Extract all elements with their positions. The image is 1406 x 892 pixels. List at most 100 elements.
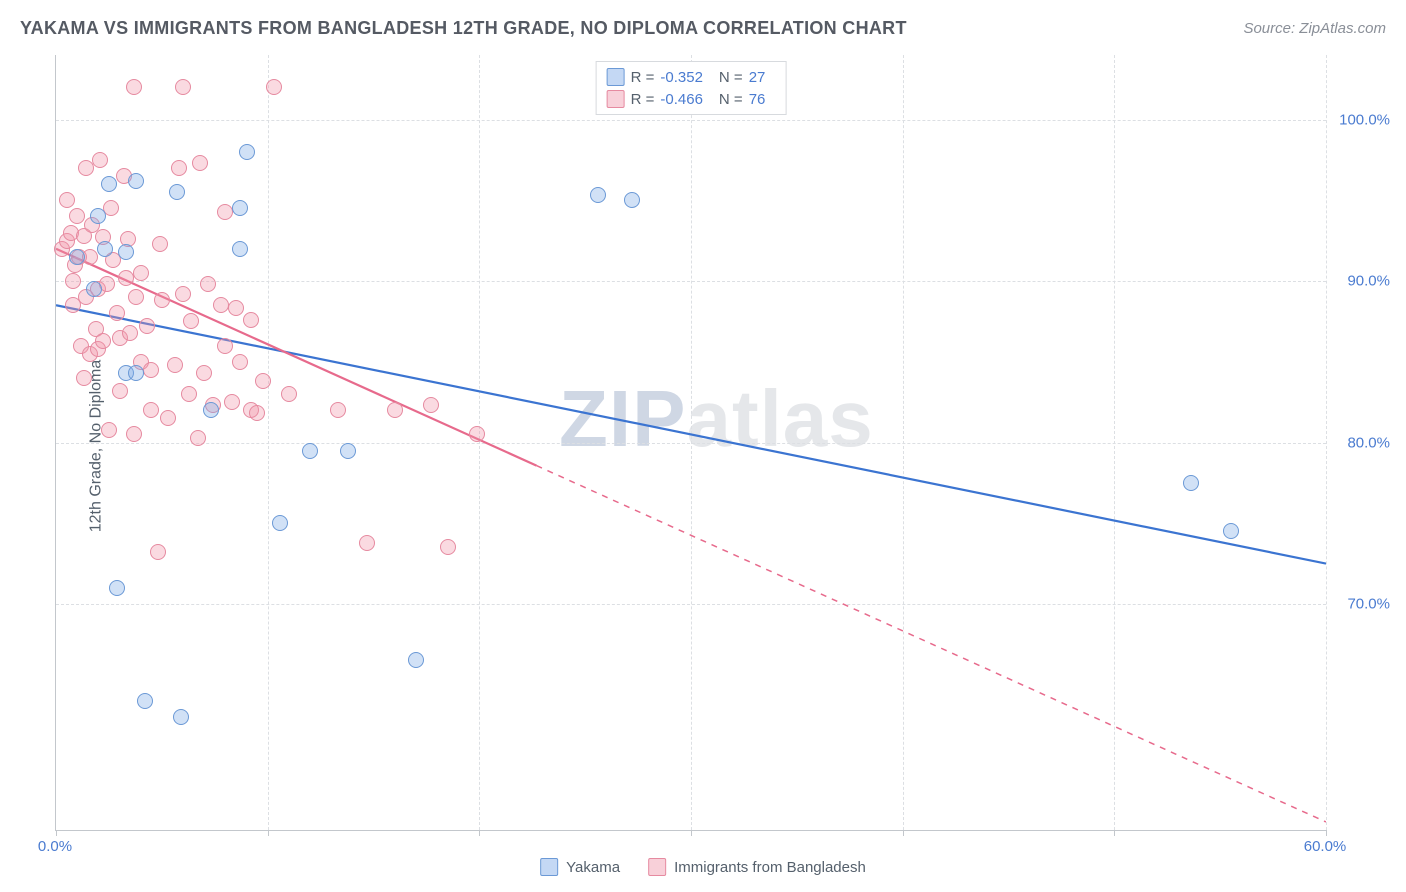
scatter-point-immigrants-from-bangladesh — [469, 426, 485, 442]
scatter-point-immigrants-from-bangladesh — [249, 405, 265, 421]
n-label: N = — [719, 91, 743, 108]
scatter-point-yakama — [169, 184, 185, 200]
scatter-point-immigrants-from-bangladesh — [217, 338, 233, 354]
scatter-point-yakama — [90, 208, 106, 224]
chart-plot-area: ZIPatlas R = -0.352 N = 27 R = -0.466 N … — [55, 55, 1326, 831]
scatter-point-immigrants-from-bangladesh — [128, 289, 144, 305]
scatter-point-immigrants-from-bangladesh — [196, 365, 212, 381]
scatter-point-immigrants-from-bangladesh — [213, 297, 229, 313]
scatter-point-immigrants-from-bangladesh — [101, 422, 117, 438]
scatter-point-yakama — [101, 176, 117, 192]
correlation-legend: R = -0.352 N = 27 R = -0.466 N = 76 — [596, 61, 787, 115]
n-label: N = — [719, 69, 743, 86]
legend-item-bangladesh: Immigrants from Bangladesh — [648, 858, 866, 876]
scatter-point-immigrants-from-bangladesh — [122, 325, 138, 341]
series-legend: Yakama Immigrants from Bangladesh — [540, 858, 866, 876]
y-tick-label: 90.0% — [1347, 273, 1390, 290]
x-tick — [56, 830, 57, 836]
legend-label: Immigrants from Bangladesh — [674, 859, 866, 876]
scatter-point-immigrants-from-bangladesh — [154, 292, 170, 308]
scatter-point-immigrants-from-bangladesh — [78, 160, 94, 176]
watermark: ZIPatlas — [559, 373, 874, 465]
x-tick-label: 0.0% — [38, 838, 72, 855]
scatter-point-immigrants-from-bangladesh — [224, 394, 240, 410]
scatter-point-yakama — [128, 365, 144, 381]
scatter-point-immigrants-from-bangladesh — [232, 354, 248, 370]
scatter-point-immigrants-from-bangladesh — [59, 192, 75, 208]
r-label: R = — [631, 69, 655, 86]
legend-item-yakama: Yakama — [540, 858, 620, 876]
scatter-point-immigrants-from-bangladesh — [423, 397, 439, 413]
scatter-point-immigrants-from-bangladesh — [255, 373, 271, 389]
scatter-point-immigrants-from-bangladesh — [76, 370, 92, 386]
swatch-blue — [607, 68, 625, 86]
y-tick-label: 100.0% — [1339, 111, 1390, 128]
source-attribution: Source: ZipAtlas.com — [1243, 20, 1386, 37]
scatter-point-immigrants-from-bangladesh — [112, 383, 128, 399]
scatter-point-immigrants-from-bangladesh — [143, 402, 159, 418]
gridline-vertical — [1326, 55, 1327, 830]
scatter-point-immigrants-from-bangladesh — [92, 152, 108, 168]
n-value: 76 — [749, 91, 766, 108]
scatter-point-immigrants-from-bangladesh — [133, 265, 149, 281]
x-tick-label: 60.0% — [1304, 838, 1347, 855]
scatter-point-yakama — [239, 144, 255, 160]
scatter-point-yakama — [624, 192, 640, 208]
n-value: 27 — [749, 69, 766, 86]
scatter-point-yakama — [232, 241, 248, 257]
scatter-point-yakama — [86, 281, 102, 297]
scatter-point-immigrants-from-bangladesh — [143, 362, 159, 378]
x-tick — [903, 830, 904, 836]
scatter-point-yakama — [408, 652, 424, 668]
scatter-point-immigrants-from-bangladesh — [387, 402, 403, 418]
chart-title: YAKAMA VS IMMIGRANTS FROM BANGLADESH 12T… — [20, 18, 907, 39]
scatter-point-immigrants-from-bangladesh — [200, 276, 216, 292]
watermark-prefix: ZIP — [559, 374, 686, 463]
r-value: -0.352 — [660, 69, 703, 86]
scatter-point-yakama — [118, 244, 134, 260]
scatter-point-immigrants-from-bangladesh — [152, 236, 168, 252]
scatter-point-immigrants-from-bangladesh — [359, 535, 375, 551]
scatter-point-immigrants-from-bangladesh — [192, 155, 208, 171]
scatter-point-yakama — [109, 580, 125, 596]
scatter-point-immigrants-from-bangladesh — [243, 312, 259, 328]
scatter-point-immigrants-from-bangladesh — [126, 79, 142, 95]
legend-row-bangladesh: R = -0.466 N = 76 — [607, 88, 776, 110]
scatter-point-yakama — [302, 443, 318, 459]
scatter-point-yakama — [137, 693, 153, 709]
scatter-point-immigrants-from-bangladesh — [69, 208, 85, 224]
scatter-point-immigrants-from-bangladesh — [95, 333, 111, 349]
scatter-point-immigrants-from-bangladesh — [167, 357, 183, 373]
gridline-vertical — [903, 55, 904, 830]
gridline-vertical — [691, 55, 692, 830]
swatch-pink — [648, 858, 666, 876]
scatter-point-yakama — [173, 709, 189, 725]
scatter-point-immigrants-from-bangladesh — [281, 386, 297, 402]
scatter-point-yakama — [203, 402, 219, 418]
scatter-point-immigrants-from-bangladesh — [118, 270, 134, 286]
x-tick — [479, 830, 480, 836]
legend-row-yakama: R = -0.352 N = 27 — [607, 66, 776, 88]
scatter-point-immigrants-from-bangladesh — [266, 79, 282, 95]
scatter-point-immigrants-from-bangladesh — [190, 430, 206, 446]
scatter-point-immigrants-from-bangladesh — [228, 300, 244, 316]
scatter-point-yakama — [1183, 475, 1199, 491]
r-value: -0.466 — [660, 91, 703, 108]
scatter-point-immigrants-from-bangladesh — [183, 313, 199, 329]
x-tick — [1114, 830, 1115, 836]
scatter-point-yakama — [97, 241, 113, 257]
r-label: R = — [631, 91, 655, 108]
scatter-point-yakama — [69, 249, 85, 265]
x-tick — [691, 830, 692, 836]
scatter-point-immigrants-from-bangladesh — [175, 286, 191, 302]
watermark-suffix: atlas — [686, 374, 873, 463]
scatter-point-immigrants-from-bangladesh — [217, 204, 233, 220]
scatter-point-yakama — [1223, 523, 1239, 539]
scatter-point-yakama — [232, 200, 248, 216]
legend-label: Yakama — [566, 859, 620, 876]
x-tick — [268, 830, 269, 836]
header: YAKAMA VS IMMIGRANTS FROM BANGLADESH 12T… — [20, 18, 1386, 39]
scatter-point-immigrants-from-bangladesh — [126, 426, 142, 442]
swatch-blue — [540, 858, 558, 876]
gridline-vertical — [268, 55, 269, 830]
